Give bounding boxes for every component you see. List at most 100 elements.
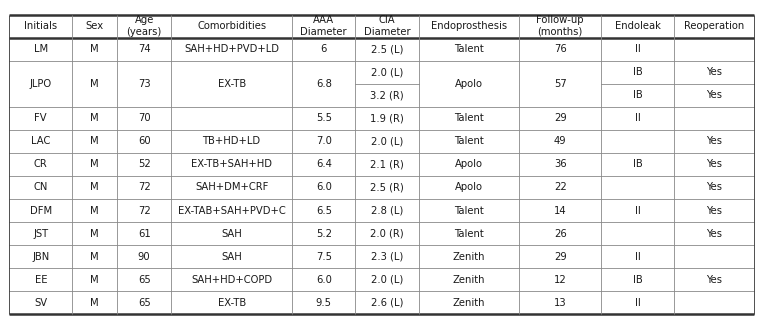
Text: M: M bbox=[91, 44, 99, 54]
Text: 74: 74 bbox=[138, 44, 150, 54]
Text: Follow-up
(months): Follow-up (months) bbox=[536, 15, 584, 37]
Text: IB: IB bbox=[633, 275, 642, 285]
Text: 2.1 (R): 2.1 (R) bbox=[370, 159, 404, 169]
Text: Talent: Talent bbox=[454, 205, 484, 215]
Text: Yes: Yes bbox=[706, 205, 722, 215]
Text: JBN: JBN bbox=[32, 252, 50, 262]
Text: II: II bbox=[635, 205, 640, 215]
Text: II: II bbox=[635, 44, 640, 54]
Text: SAH: SAH bbox=[221, 252, 242, 262]
Text: 2.8 (L): 2.8 (L) bbox=[371, 205, 403, 215]
Text: Endoleak: Endoleak bbox=[614, 21, 661, 31]
Text: 26: 26 bbox=[554, 229, 567, 238]
Text: M: M bbox=[91, 182, 99, 192]
Text: EX-TB+SAH+HD: EX-TB+SAH+HD bbox=[192, 159, 272, 169]
Text: 90: 90 bbox=[138, 252, 150, 262]
Text: 2.5 (R): 2.5 (R) bbox=[370, 182, 404, 192]
Text: 2.0 (L): 2.0 (L) bbox=[371, 275, 403, 285]
Text: 36: 36 bbox=[554, 159, 567, 169]
Text: M: M bbox=[91, 205, 99, 215]
Text: M: M bbox=[91, 79, 99, 89]
Text: SAH+HD+PVD+LD: SAH+HD+PVD+LD bbox=[184, 44, 279, 54]
Text: EE: EE bbox=[34, 275, 47, 285]
Text: II: II bbox=[635, 113, 640, 123]
Text: M: M bbox=[91, 252, 99, 262]
Text: 6.4: 6.4 bbox=[316, 159, 332, 169]
Text: M: M bbox=[91, 159, 99, 169]
Text: 52: 52 bbox=[138, 159, 150, 169]
Text: EX-TB: EX-TB bbox=[217, 298, 246, 308]
Text: 7.5: 7.5 bbox=[316, 252, 332, 262]
Text: 6.8: 6.8 bbox=[316, 79, 332, 89]
Text: 49: 49 bbox=[554, 136, 567, 146]
Text: 12: 12 bbox=[554, 275, 567, 285]
Text: 5.5: 5.5 bbox=[316, 113, 332, 123]
Text: Zenith: Zenith bbox=[452, 252, 485, 262]
Text: M: M bbox=[91, 113, 99, 123]
Text: IB: IB bbox=[633, 67, 642, 77]
Text: JST: JST bbox=[34, 229, 48, 238]
Text: TB+HD+LD: TB+HD+LD bbox=[202, 136, 261, 146]
Text: 70: 70 bbox=[138, 113, 150, 123]
Text: SAH: SAH bbox=[221, 229, 242, 238]
Text: Zenith: Zenith bbox=[452, 298, 485, 308]
Text: 5.2: 5.2 bbox=[316, 229, 332, 238]
Text: 2.0 (L): 2.0 (L) bbox=[371, 136, 403, 146]
Text: CR: CR bbox=[34, 159, 47, 169]
Text: Yes: Yes bbox=[706, 182, 722, 192]
Text: 60: 60 bbox=[138, 136, 150, 146]
Text: Yes: Yes bbox=[706, 90, 722, 100]
Text: 9.5: 9.5 bbox=[316, 298, 332, 308]
Text: 13: 13 bbox=[554, 298, 567, 308]
Text: II: II bbox=[635, 252, 640, 262]
Text: LM: LM bbox=[34, 44, 48, 54]
Text: Apolo: Apolo bbox=[455, 159, 483, 169]
Text: Yes: Yes bbox=[706, 136, 722, 146]
Text: Yes: Yes bbox=[706, 159, 722, 169]
Text: M: M bbox=[91, 136, 99, 146]
Text: 6.0: 6.0 bbox=[316, 275, 332, 285]
Text: JLPO: JLPO bbox=[30, 79, 52, 89]
Text: Yes: Yes bbox=[706, 275, 722, 285]
Text: 2.0 (L): 2.0 (L) bbox=[371, 67, 403, 77]
Text: Initials: Initials bbox=[24, 21, 57, 31]
Text: 2.0 (R): 2.0 (R) bbox=[370, 229, 404, 238]
Text: SAH+DM+CRF: SAH+DM+CRF bbox=[195, 182, 269, 192]
Text: 65: 65 bbox=[138, 275, 150, 285]
Text: 6.5: 6.5 bbox=[316, 205, 332, 215]
Text: Apolo: Apolo bbox=[455, 182, 483, 192]
Text: AAA
Diameter: AAA Diameter bbox=[301, 15, 347, 37]
Text: II: II bbox=[635, 298, 640, 308]
Text: 61: 61 bbox=[138, 229, 150, 238]
Text: 6.0: 6.0 bbox=[316, 182, 332, 192]
Text: 6: 6 bbox=[320, 44, 327, 54]
Text: M: M bbox=[91, 229, 99, 238]
Text: 29: 29 bbox=[554, 113, 567, 123]
Text: Talent: Talent bbox=[454, 113, 484, 123]
Text: 1.9 (R): 1.9 (R) bbox=[370, 113, 404, 123]
Text: Apolo: Apolo bbox=[455, 79, 483, 89]
Text: M: M bbox=[91, 298, 99, 308]
Text: 29: 29 bbox=[554, 252, 567, 262]
Text: Talent: Talent bbox=[454, 44, 484, 54]
Text: 3.2 (R): 3.2 (R) bbox=[370, 90, 404, 100]
Text: EX-TB: EX-TB bbox=[217, 79, 246, 89]
Text: SV: SV bbox=[34, 298, 47, 308]
Text: 72: 72 bbox=[138, 182, 150, 192]
Text: Comorbidities: Comorbidities bbox=[197, 21, 266, 31]
Text: 57: 57 bbox=[554, 79, 567, 89]
Text: LAC: LAC bbox=[31, 136, 50, 146]
Text: 76: 76 bbox=[554, 44, 567, 54]
Text: 14: 14 bbox=[554, 205, 567, 215]
Text: 22: 22 bbox=[554, 182, 567, 192]
Text: Endoprosthesis: Endoprosthesis bbox=[431, 21, 507, 31]
Text: 2.5 (L): 2.5 (L) bbox=[371, 44, 404, 54]
Text: Yes: Yes bbox=[706, 67, 722, 77]
Text: Age
(years): Age (years) bbox=[127, 15, 162, 37]
Text: CN: CN bbox=[34, 182, 48, 192]
Text: 2.6 (L): 2.6 (L) bbox=[371, 298, 404, 308]
Text: FV: FV bbox=[34, 113, 47, 123]
Text: Reoperation: Reoperation bbox=[684, 21, 744, 31]
Text: 7.0: 7.0 bbox=[316, 136, 332, 146]
Text: Zenith: Zenith bbox=[452, 275, 485, 285]
